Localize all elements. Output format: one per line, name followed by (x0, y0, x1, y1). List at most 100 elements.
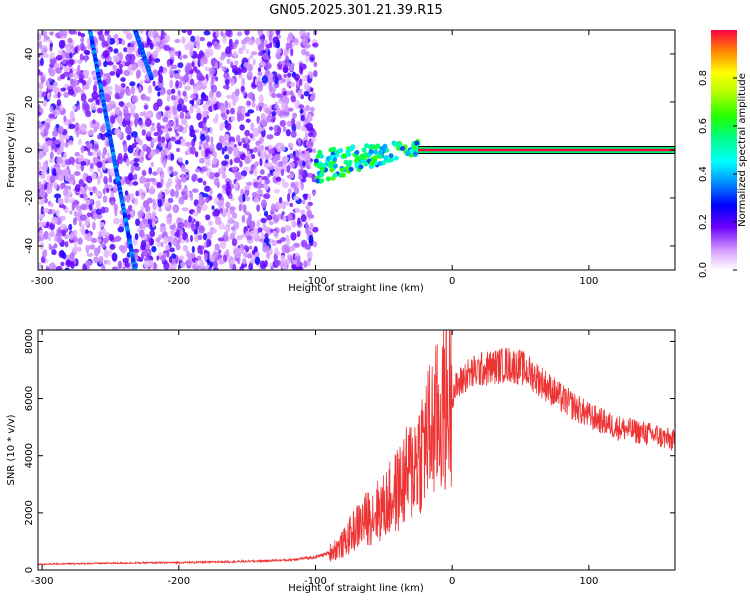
spectrogram-cell (144, 118, 152, 127)
spectrogram-cell (149, 126, 153, 134)
spectrogram-cell (166, 248, 170, 258)
spectrogram-cell (275, 30, 281, 36)
colorbar-tick-label: 0.4 (698, 166, 709, 182)
spectrogram-cell (244, 155, 251, 165)
spectrogram-y-tick-label: 40 (24, 48, 35, 61)
spectrogram-cell (285, 104, 289, 113)
spectrogram-cell (161, 136, 166, 143)
spectrogram-cell (230, 115, 236, 122)
spectrogram-cell (287, 72, 292, 78)
spectrogram-cell (199, 36, 205, 42)
spectrogram-cell (56, 99, 62, 107)
spectrogram-cell (225, 30, 232, 37)
spectrogram-cell (185, 159, 189, 165)
spectrogram-cell (186, 190, 191, 197)
spectrogram-cell (112, 64, 118, 73)
spectrogram-cell (313, 61, 318, 68)
spectrogram-transition-cell (332, 163, 338, 169)
spectrogram-cell (103, 237, 109, 244)
spectrogram-cell (199, 249, 203, 256)
spectrogram-cell (119, 68, 123, 75)
spectrogram-cell (257, 51, 264, 57)
spectrogram-cell (312, 241, 318, 248)
spectrogram-cell (263, 237, 270, 244)
spectrogram-cell (303, 82, 310, 91)
spectrogram-cell (68, 30, 76, 35)
spectrogram-cell (129, 193, 135, 201)
spectrogram-cell (141, 129, 147, 136)
spectrogram-cell (283, 258, 291, 266)
spectrogram-cell (38, 180, 42, 189)
spectrogram-cell (98, 109, 103, 114)
spectrogram-cell (295, 150, 301, 158)
spectrogram-cell (285, 42, 290, 51)
spectrogram-cell (205, 50, 211, 58)
spectrogram-cell (189, 105, 194, 114)
spectrogram-cell (39, 71, 43, 76)
spectrogram-cell (95, 214, 103, 220)
spectrogram-cell (256, 219, 261, 228)
spectrogram-cell (63, 66, 71, 74)
spectrogram-cell (196, 205, 202, 214)
spectrogram-cell (232, 99, 237, 107)
spectrogram-cell (198, 225, 205, 234)
spectrogram-cell (255, 189, 263, 195)
spectrogram-cell (253, 227, 259, 236)
spectrogram-cell (45, 122, 51, 130)
spectrogram-cell (240, 170, 248, 177)
spectrogram-cell (64, 142, 69, 148)
spectrogram-cell (251, 163, 256, 170)
spectrogram-cell (43, 207, 49, 213)
spectrogram-cell (192, 188, 199, 193)
spectrogram-cell (190, 94, 196, 99)
spectrogram-cell (236, 31, 243, 37)
spectrogram-cell (133, 157, 140, 163)
spectrogram-cell (224, 231, 229, 237)
spectrogram-cell (56, 236, 63, 244)
spectrogram-cell (284, 224, 292, 232)
spectrogram-cell (130, 59, 135, 65)
spectrogram-cell (120, 77, 126, 83)
spectrogram-cell (134, 233, 139, 241)
spectrogram-cell (282, 216, 287, 222)
spectrogram-cell (80, 145, 85, 154)
spectrogram-cell (103, 157, 107, 162)
spectrogram-cell (213, 40, 219, 48)
spectrogram-cell (204, 66, 210, 72)
spectrogram-cell (39, 229, 44, 237)
spectrogram-cell (166, 89, 173, 96)
spectrogram-cell (273, 188, 280, 194)
spectrogram-cell (51, 216, 58, 225)
spectrogram-cell (261, 75, 269, 84)
spectrogram-cell (307, 193, 312, 201)
spectrogram-cell (57, 125, 64, 135)
spectrogram-cell (160, 149, 167, 158)
spectrogram-cell (49, 43, 53, 52)
spectrogram-cell (248, 263, 254, 270)
spectrogram-cell (89, 205, 93, 211)
spectrogram-cell (160, 241, 164, 248)
spectrogram-cell (120, 245, 127, 254)
spectrogram-cell (191, 99, 195, 107)
spectrogram-cell (210, 84, 218, 93)
spectrogram-cell (110, 190, 114, 199)
spectrogram-cell (219, 55, 225, 61)
spectrogram-cell (183, 219, 189, 228)
spectrogram-cell (226, 94, 232, 99)
spectrogram-cell (181, 207, 189, 212)
spectrogram-streak-cell (132, 267, 138, 270)
spectrogram-cell (195, 259, 199, 267)
spectrogram-cell (185, 258, 193, 267)
spectrogram-transition-cell (371, 144, 377, 150)
spectrogram-transition-cell (399, 145, 405, 151)
spectrogram-cell (227, 217, 234, 223)
spectrogram-cell (158, 74, 164, 84)
spectrogram-cell (256, 76, 262, 82)
spectrogram-cell (224, 145, 228, 152)
spectrogram-transition-cell (321, 163, 327, 169)
spectrogram-cell (63, 168, 69, 174)
spectrogram-cell (159, 226, 167, 233)
spectrogram-cell (92, 156, 97, 165)
spectrogram-cell (131, 143, 137, 149)
spectrogram-cell (99, 221, 105, 228)
